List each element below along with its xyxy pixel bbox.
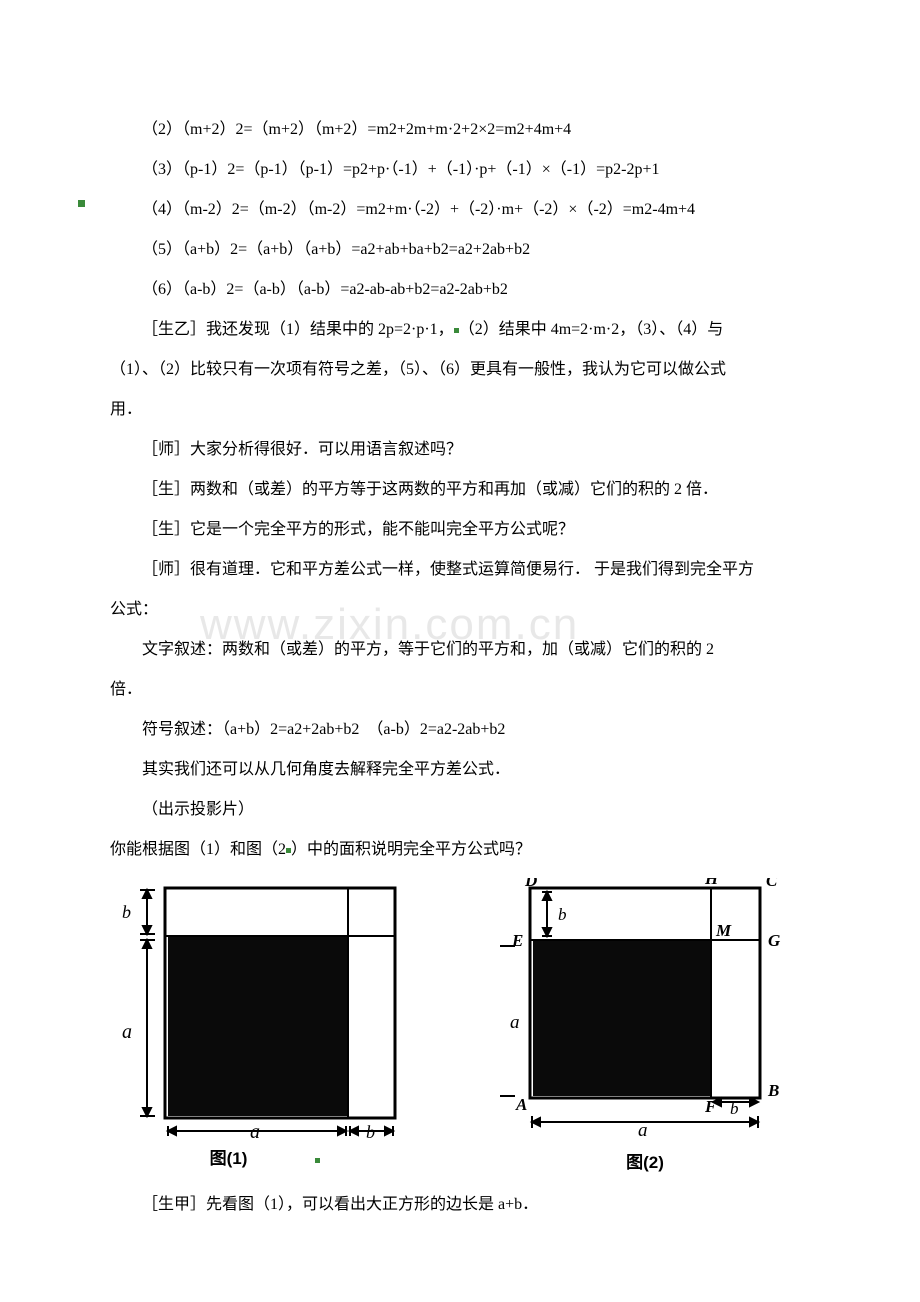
para-question: 你能根据图（1）和图（2 ）中的面积说明完全平方公式吗？ <box>110 830 820 870</box>
equation-3: （3）（p-1）2=（p-1）（p-1）=p2+p·（-1）+（-1）·p+（-… <box>110 150 820 190</box>
fig2-label-b-top: b <box>558 905 567 924</box>
para-teacher-2: ［师］很有道理．它和平方差公式一样，使整式运算简便易行． 于是我们得到完全平方 <box>110 550 820 590</box>
fig1-black-square <box>168 936 348 1116</box>
fig2-label-B: B <box>767 1081 779 1100</box>
para-student-1: ［生］两数和（或差）的平方等于这两数的平方和再加（或减）它们的积的 2 倍． <box>110 470 820 510</box>
text-segment: ［生乙］我还发现（1）结果中的 2p=2·p·1， <box>142 321 454 338</box>
fig2-black-region <box>533 940 711 1096</box>
fig2-label-a-left: a <box>510 1012 520 1033</box>
figure-2-svg: D H C E M G A F B <box>480 878 810 1138</box>
caption-green-dot <box>315 1158 320 1163</box>
text-segment: （2）结果中 4m=2·m·2，（3）、（4）与 <box>459 321 724 338</box>
figure-1-svg: b a <box>110 878 420 1138</box>
fig1-label-b-left: b <box>122 902 131 922</box>
text-segment: 你能根据图（1）和图（2 <box>110 841 286 858</box>
figure-1-caption: 图(1) <box>210 1149 248 1168</box>
fig1-caption-row: 图(1) <box>210 1138 321 1181</box>
para-student-2: ［生］它是一个完全平方的形式，能不能叫完全平方公式呢？ <box>110 510 820 550</box>
fig1-left-b-dim <box>140 890 155 934</box>
fig2-label-H: H <box>704 878 719 888</box>
fig2-label-b-bottom: b <box>730 1099 739 1118</box>
fig2-label-A: A <box>515 1095 527 1114</box>
fig1-label-a-bottom: a <box>250 1121 260 1138</box>
fig2-label-a-bottom: a <box>638 1120 648 1138</box>
fig2-label-M: M <box>715 921 732 940</box>
para-use: 用． <box>110 390 820 430</box>
para-student-jia: ［生甲］先看图（1），可以看出大正方形的边长是 a+b． <box>110 1185 820 1225</box>
figure-1-block: b a <box>110 878 420 1185</box>
para-geometry: 其实我们还可以从几何角度去解释完全平方差公式． <box>110 750 820 790</box>
equation-5: （5）（a+b）2=（a+b）（a+b）=a2+ab+ba+b2=a2+2ab+… <box>110 230 820 270</box>
fig2-label-D: D <box>524 878 537 890</box>
text-segment: ）中的面积说明完全平方公式吗？ <box>291 841 531 858</box>
para-compare: （1）、（2）比较只有一次项有符号之差，（5）、（6）更具有一般性，我认为它可以… <box>110 350 820 390</box>
margin-green-dot <box>78 200 85 207</box>
para-symbol-desc: 符号叙述：（a+b）2=a2+2ab+b2 （a-b）2=a2-2ab+b2 <box>110 710 820 750</box>
equation-6: （6）（a-b）2=（a-b）（a-b）=a2-ab-ab+b2=a2-2ab+… <box>110 270 820 310</box>
para-slide: （出示投影片） <box>110 790 820 830</box>
figure-2-block: D H C E M G A F B <box>480 878 810 1185</box>
para-teacher-1: ［师］大家分析得很好．可以用语言叙述吗？ <box>110 430 820 470</box>
para-formula-label: 公式： <box>110 590 820 630</box>
equation-4: （4）（m-2）2=（m-2）（m-2）=m2+m·（-2）+（-2）·m+（-… <box>110 190 820 230</box>
fig2-label-G: G <box>768 931 781 950</box>
para-times: 倍． <box>110 670 820 710</box>
para-student-yi: ［生乙］我还发现（1）结果中的 2p=2·p·1， （2）结果中 4m=2·m·2… <box>110 310 820 350</box>
fig2-label-E: E <box>511 931 523 950</box>
para-text-desc: 文字叙述：两数和（或差）的平方，等于它们的平方和，加（或减）它们的积的 2 <box>110 630 820 670</box>
fig2-label-F: F <box>704 1097 717 1116</box>
fig1-left-a-dim <box>140 940 155 1116</box>
figure-2-caption: 图(2) <box>626 1142 664 1185</box>
equation-2: （2）（m+2）2=（m+2）（m+2）=m2+2m+m·2+2×2=m2+4m… <box>110 110 820 150</box>
fig1-label-a-left: a <box>122 1021 132 1043</box>
fig2-label-C: C <box>766 878 778 890</box>
document-content: （2）（m+2）2=（m+2）（m+2）=m2+2m+m·2+2×2=m2+4m… <box>110 110 820 1225</box>
fig1-label-b-bottom: b <box>366 1122 375 1138</box>
figures-row: b a <box>110 878 820 1185</box>
